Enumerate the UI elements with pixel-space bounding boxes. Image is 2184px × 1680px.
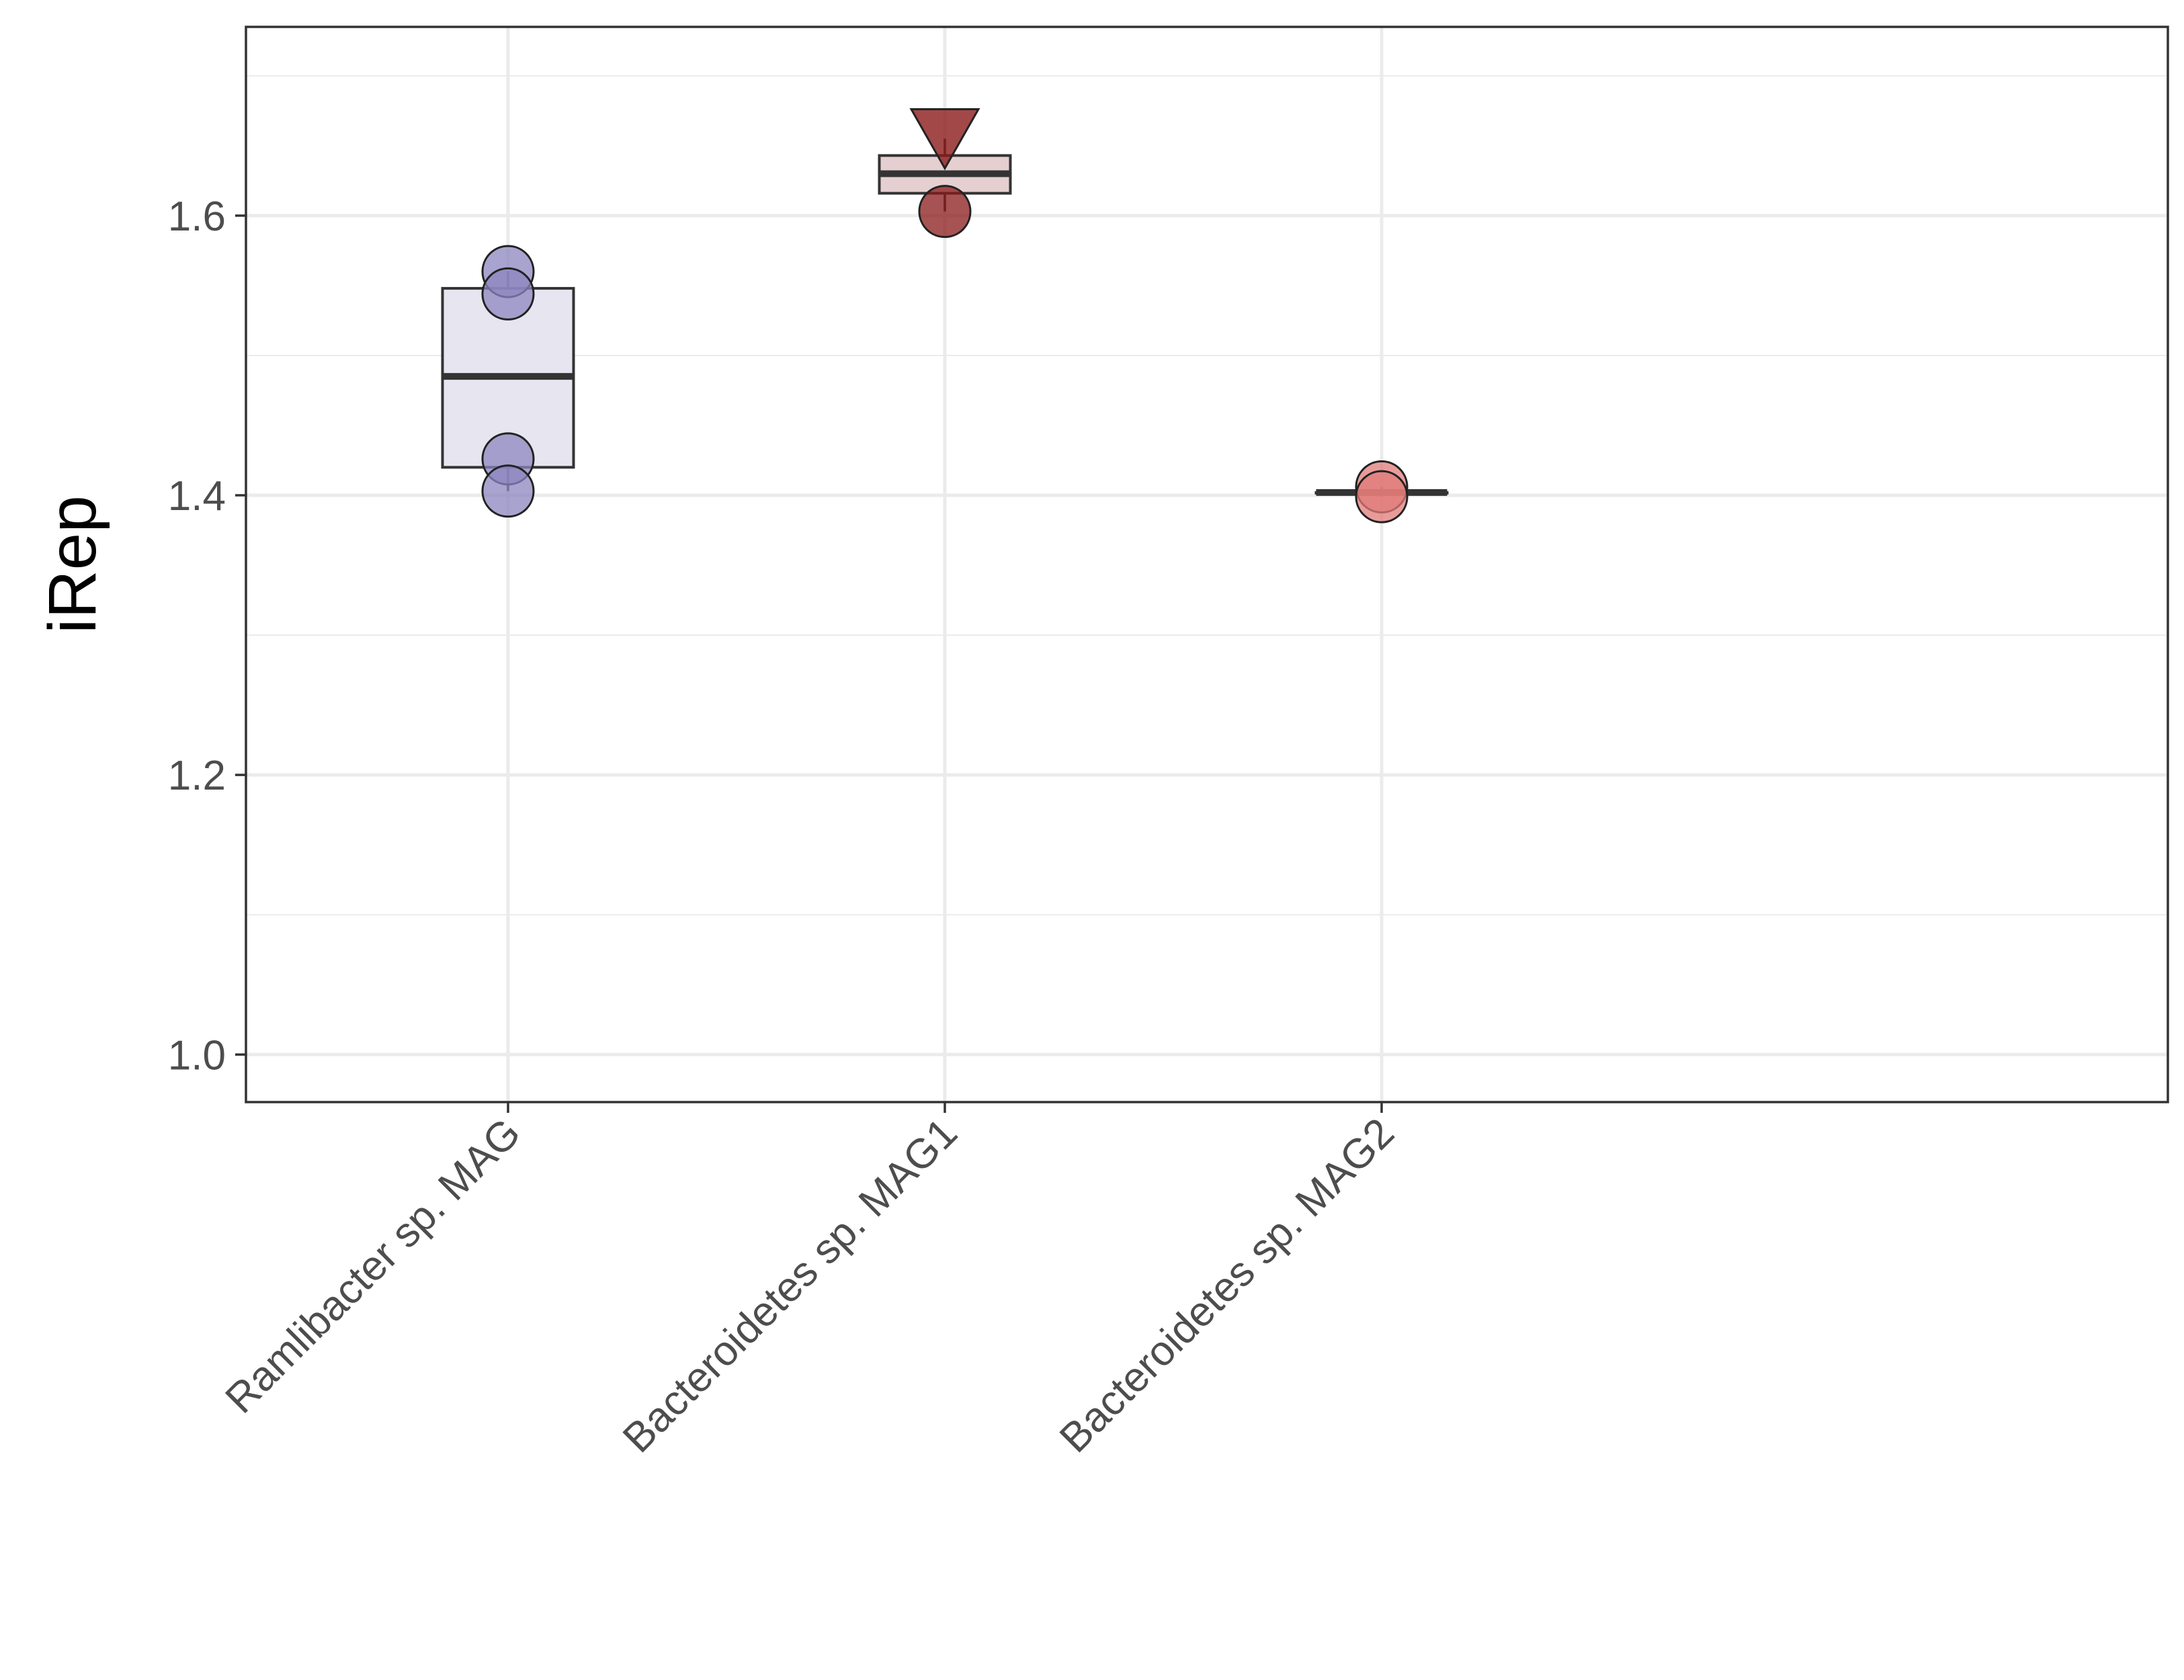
data-point-circle [1355,470,1409,523]
y-tick-label: 1.0 [168,1032,226,1079]
data-point-circle [481,267,535,321]
point-layer [481,108,1409,523]
y-tick-label: 1.4 [168,473,226,519]
data-point-triangle [909,108,980,171]
y-tick-label: 1.2 [168,753,226,799]
y-axis: 1.0 1.2 1.4 1.6 [168,194,246,1079]
data-point-circle [918,185,972,239]
y-axis-title: iRep [35,495,110,634]
data-point-circle [481,464,535,518]
y-tick-label: 1.6 [168,194,226,240]
major-gridlines [246,27,2168,1102]
plot-panel-border [245,26,2169,1103]
